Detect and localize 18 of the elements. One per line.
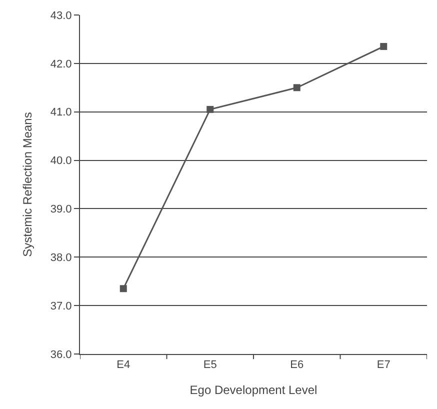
point — [293, 84, 300, 92]
y-tick-label: 36.0 — [50, 348, 72, 361]
x-axis-title: Ego Development Level — [190, 383, 318, 398]
x-tick-label: E5 — [203, 359, 217, 372]
y-tick-label: 43.0 — [50, 10, 72, 22]
point — [380, 42, 388, 50]
x-tick-label: E4 — [116, 359, 130, 372]
y-tick-label: 42.0 — [50, 58, 72, 70]
y-tick-label: 39.0 — [50, 204, 72, 216]
y-tick-label: 41.0 — [50, 106, 72, 119]
y-tick-label: 38.0 — [50, 252, 72, 264]
point — [206, 106, 214, 113]
x-tick-label: E6 — [290, 359, 304, 372]
y-tick-label: 37.0 — [50, 300, 72, 312]
y-tick-label: 40.0 — [50, 155, 72, 168]
point — [120, 285, 127, 292]
y-axis-title: Systemic Reflection Means — [20, 112, 35, 257]
x-tick-label: E7 — [376, 359, 390, 372]
